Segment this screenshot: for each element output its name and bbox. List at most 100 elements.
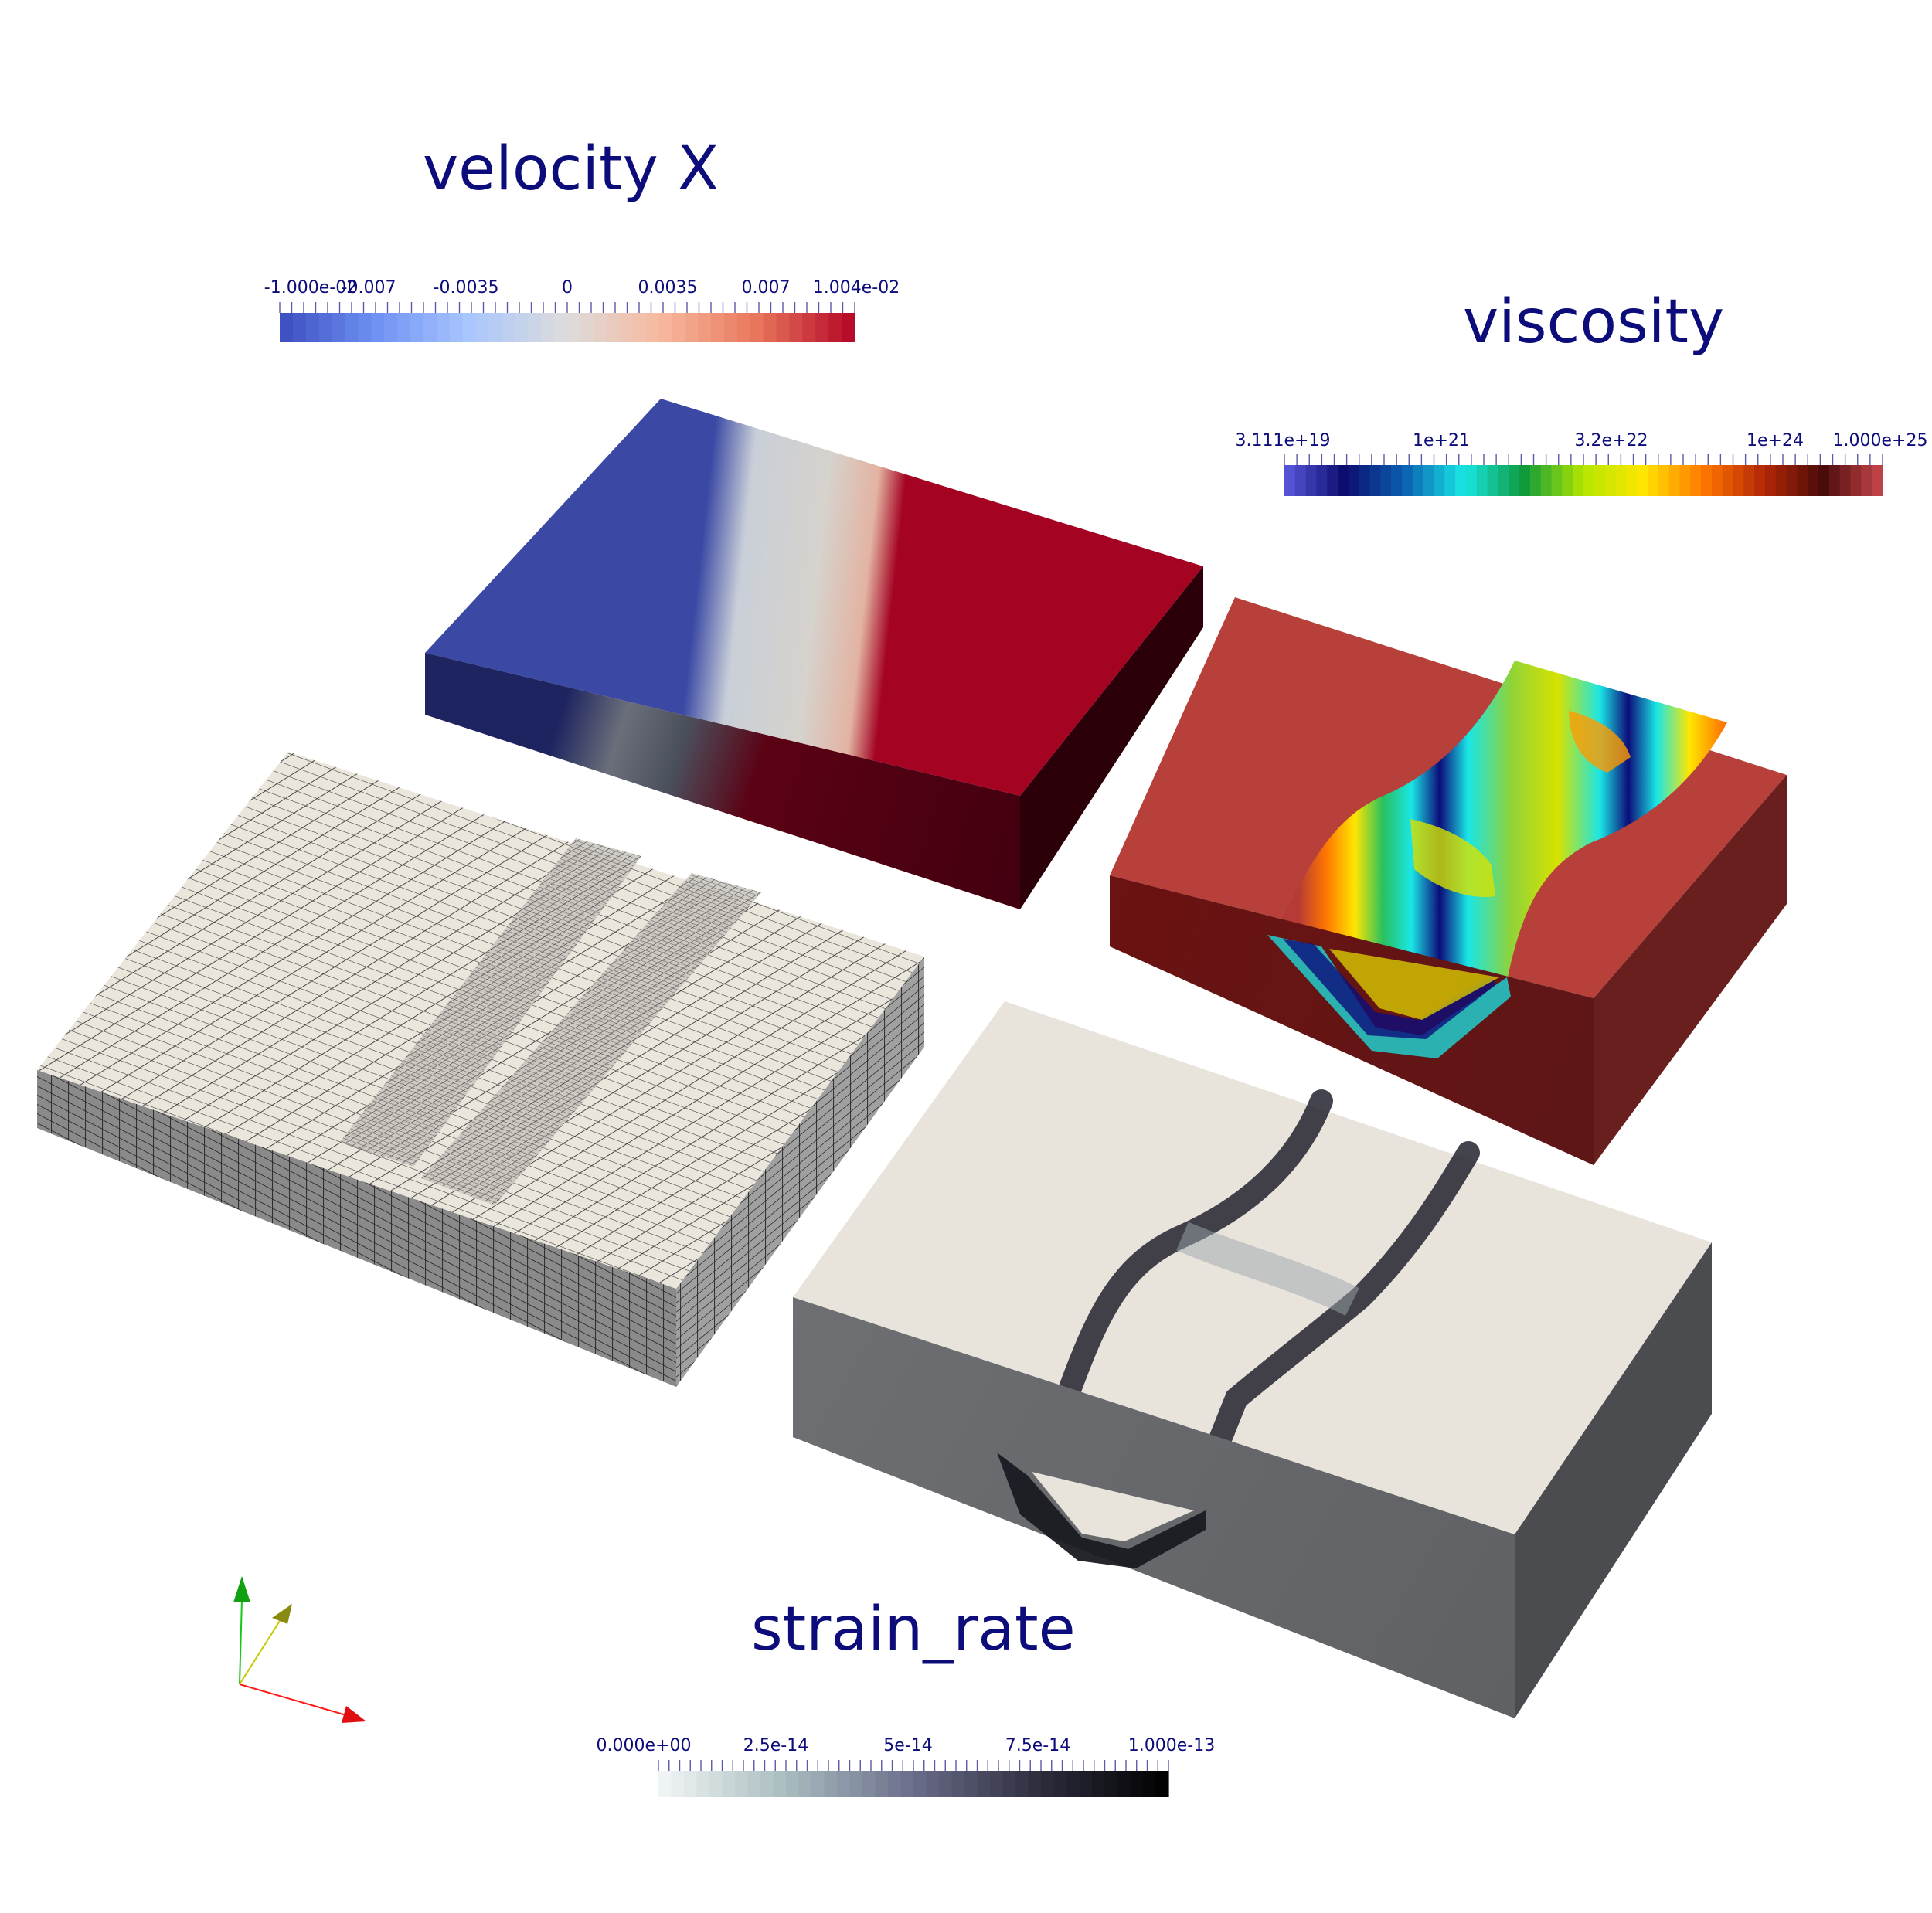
strain-rate-colorbar-segment <box>1092 1771 1106 1797</box>
z-axis-arrow-icon <box>272 1604 292 1624</box>
viscosity-colorbar-segment <box>1305 465 1318 496</box>
strain-rate-colorbar-segment <box>824 1771 838 1797</box>
viscosity-block[interactable] <box>1110 597 1787 1165</box>
viscosity-colorbar-segment <box>1818 465 1830 496</box>
viscosity-colorbar-segment <box>1294 465 1307 496</box>
strain-rate-colorbar-segment <box>786 1771 800 1797</box>
strain-rate-colorbar-segment <box>760 1771 774 1797</box>
velocity-tick-label: -1.000e-02 <box>264 278 358 297</box>
velocity-colorbar-segment <box>789 313 803 342</box>
viscosity-colorbar[interactable] <box>1284 454 1883 496</box>
velocity-colorbar-segment <box>658 313 672 342</box>
strain-rate-colorbar-segment <box>977 1771 991 1797</box>
viscosity-colorbar-segment <box>1764 465 1777 496</box>
strain-rate-block[interactable] <box>793 1001 1712 1718</box>
strain-rate-colorbar[interactable] <box>658 1760 1169 1797</box>
velocity-colorbar-segment <box>802 313 816 342</box>
velocity-colorbar-segment <box>632 313 647 342</box>
velocity-colorbar-segment <box>462 313 477 342</box>
viscosity-colorbar-segment <box>1316 465 1328 496</box>
velocity-colorbar[interactable] <box>279 302 855 342</box>
velocity-colorbar-segment <box>619 313 634 342</box>
strain-rate-colorbar-segment <box>747 1771 761 1797</box>
velocity-tick-label: -0.0035 <box>433 278 499 297</box>
viscosity-colorbar-segment <box>1658 465 1670 496</box>
viscosity-colorbar-segment <box>1327 465 1338 496</box>
velocity-colorbar-segment <box>723 313 738 342</box>
velocity-tick-label: 0.007 <box>741 278 791 297</box>
strain-rate-colorbar-segment <box>1002 1771 1016 1797</box>
velocity-block-side <box>1020 566 1203 909</box>
strain-rate-colorbar-segment <box>1079 1771 1093 1797</box>
viscosity-colorbar-segment <box>1626 465 1638 496</box>
viscosity-colorbar-segment <box>1722 465 1734 496</box>
strain-rate-colorbar-segment <box>1130 1771 1144 1797</box>
velocity-colorbar-segment <box>606 313 621 342</box>
strain-rate-tick-label: 1.000e-13 <box>1128 1736 1216 1755</box>
strain-rate-colorbar-segment <box>722 1771 736 1797</box>
velocity-block[interactable] <box>425 399 1203 909</box>
viscosity-colorbar-segment <box>1861 465 1872 496</box>
viscosity-colorbar-segment <box>1562 465 1573 496</box>
viscosity-colorbar-segment <box>1369 465 1381 496</box>
viscosity-colorbar-segment <box>1604 465 1617 496</box>
strain-rate-colorbar-segment <box>671 1771 685 1797</box>
velocity-tick-label: -0.007 <box>341 278 396 297</box>
velocity-tick-label: 0 <box>562 278 573 297</box>
viscosity-colorbar-segment <box>1668 465 1680 496</box>
strain-rate-colorbar-segment <box>1117 1771 1131 1797</box>
viscosity-colorbar-segment <box>1348 465 1360 496</box>
mesh-refinement-band-1 <box>340 838 641 1167</box>
strain-rate-colorbar-segment <box>888 1771 902 1797</box>
viscosity-colorbar-segment <box>1391 465 1403 496</box>
strain-rate-tick-label: 0.000e+00 <box>596 1736 692 1755</box>
viscosity-colorbar-segment <box>1690 465 1702 496</box>
viscosity-colorbar-segment <box>1359 465 1371 496</box>
velocity-colorbar-segment <box>449 313 464 342</box>
viscosity-colorbar-segment <box>1775 465 1787 496</box>
strain-rate-colorbar-segment <box>798 1771 812 1797</box>
viscosity-colorbar-segment <box>1380 465 1392 496</box>
strain-rate-colorbar-segment <box>926 1771 940 1797</box>
velocity-colorbar-segment <box>423 313 437 342</box>
viscosity-colorbar-segment <box>1754 465 1766 496</box>
viscosity-colorbar-segment <box>1797 465 1808 496</box>
strain-localization-left <box>1016 1089 1333 1510</box>
velocity-colorbar-segment <box>698 313 712 342</box>
velocity-colorbar-segment <box>345 313 359 342</box>
velocity-tick-label: 0.0035 <box>638 278 698 297</box>
strain-rate-colorbar-segment <box>837 1771 851 1797</box>
velocity-colorbar-segment <box>541 313 555 342</box>
viscosity-colorbar-segment <box>1647 465 1659 496</box>
viscosity-colorbar-segment <box>1540 465 1553 496</box>
strain-rate-colorbar-segment <box>735 1771 749 1797</box>
strain-rate-colorbar-segment <box>1041 1771 1055 1797</box>
strain-rate-colorbar-segment <box>1143 1771 1157 1797</box>
viscosity-colorbar-segment <box>1615 465 1627 496</box>
strain-rate-colorbar-segment <box>773 1771 787 1797</box>
velocity-colorbar-segment <box>475 313 490 342</box>
strain-rate-colorbar-segment <box>964 1771 978 1797</box>
strain-rate-colorbar-segment <box>1015 1771 1029 1797</box>
strain-localization-right <box>1179 1141 1480 1526</box>
strain-rate-tick-label: 7.5e-14 <box>1005 1736 1071 1755</box>
viscosity-colorbar-segment <box>1828 465 1841 496</box>
viscosity-colorbar-segment <box>1455 465 1467 496</box>
z-axis-line <box>239 1620 281 1685</box>
viscosity-colorbar-segment <box>1434 465 1445 496</box>
strain-rate-colorbar-segment <box>849 1771 863 1797</box>
viscosity-colorbar-segment <box>1711 465 1723 496</box>
orientation-axes[interactable] <box>233 1576 366 1723</box>
velocity-colorbar-segment <box>554 313 568 342</box>
viscosity-colorbar-segment <box>1509 465 1520 496</box>
viscosity-colorbar-segment <box>1808 465 1819 496</box>
viscosity-colorbar-segment <box>1412 465 1424 496</box>
mesh-block-front <box>37 1070 676 1387</box>
strain-rate-colorbar-segment <box>696 1771 710 1797</box>
mesh-block[interactable] <box>37 752 924 1387</box>
strain-rate-title: strain_rate <box>751 1595 1076 1664</box>
velocity-colorbar-segment <box>280 313 294 342</box>
y-axis-arrow-icon <box>233 1576 250 1602</box>
